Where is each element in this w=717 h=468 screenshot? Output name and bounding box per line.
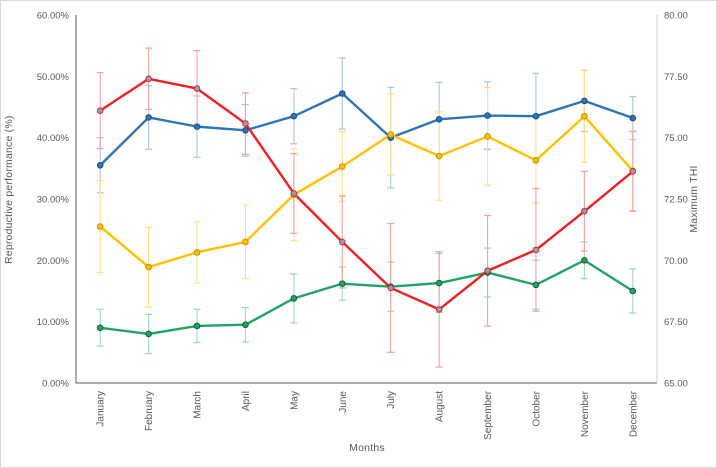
red-series-data-point: [290, 190, 298, 197]
green-series-data-point: [435, 279, 443, 287]
left-axis-tick-label: 0.00%: [42, 379, 69, 390]
yellow-series-data-point: [532, 157, 540, 164]
red-series-data-point: [435, 306, 443, 313]
x-axis-month-label: January: [96, 391, 107, 427]
red-series-line: [99, 77, 634, 311]
yellow-series-data-point: [338, 163, 346, 170]
x-axis-month-label: September: [483, 390, 494, 440]
right-axis-tick-label: 80.00: [664, 11, 688, 22]
yellow-series-data-point: [145, 263, 152, 271]
x-axis-month-label: August: [435, 391, 446, 422]
red-series-data-point: [532, 246, 540, 254]
yellow-series-data-point: [484, 133, 491, 140]
red-series-data-point: [484, 267, 491, 275]
blue-series-data-point: [581, 97, 588, 105]
right-axis-tick-label: 67.50: [664, 317, 688, 328]
red-series-data-point: [629, 168, 637, 175]
left-axis-tick-label: 60.00%: [37, 11, 70, 22]
blue-series-data-point: [338, 90, 346, 97]
blue-series-data-point: [145, 114, 152, 121]
red-series-data-point: [242, 120, 249, 127]
green-series-data-point: [629, 287, 637, 295]
right-axis-tick-label: 72.50: [664, 195, 688, 206]
red-series-data-point: [581, 207, 588, 215]
right-axis-tick-label: 77.50: [664, 72, 688, 83]
right-axis-tick-label: 65.00: [664, 379, 688, 390]
red-series-data-point: [387, 284, 395, 292]
blue-series-data-point: [532, 112, 540, 120]
x-axis-month-label: May: [289, 391, 300, 410]
yellow-series-data-point: [193, 249, 201, 256]
green-series-data-point: [145, 330, 152, 338]
yellow-series-data-point: [96, 223, 104, 230]
yellow-series-data-point: [435, 152, 443, 160]
blue-series-data-point: [96, 161, 104, 169]
x-axis-month-label: June: [338, 391, 349, 413]
blue-series-data-point: [290, 112, 298, 120]
blue-series-data-point: [484, 112, 491, 119]
green-series-data-point: [242, 321, 249, 329]
left-axis-tick-label: 20.00%: [37, 256, 70, 267]
green-series-data-point: [193, 322, 201, 330]
yellow-series-data-point: [581, 112, 588, 120]
left-y-axis-title: Reproductive performance (%): [3, 115, 15, 264]
blue-series-data-point: [193, 123, 201, 130]
yellow-series-data-point: [242, 238, 249, 246]
x-axis-month-label: March: [193, 391, 204, 419]
x-axis-month-label: December: [628, 390, 639, 437]
x-axis-month-label: October: [531, 390, 542, 426]
x-axis-title: Months: [349, 442, 385, 454]
left-axis-tick-label: 40.00%: [37, 133, 70, 144]
red-series-data-point: [193, 85, 201, 92]
right-axis-tick-label: 75.00: [664, 133, 688, 144]
green-series-data-point: [581, 257, 588, 264]
red-series-data-point: [338, 238, 346, 246]
blue-series-data-point: [435, 115, 443, 123]
left-axis-tick-label: 50.00%: [37, 72, 70, 83]
right-y-axis-title: Maximum THI: [688, 165, 700, 233]
green-series-data-point: [290, 295, 298, 302]
yellow-series-data-point: [387, 131, 395, 138]
blue-series-data-point: [629, 114, 637, 122]
left-axis-tick-label: 10.00%: [37, 317, 70, 328]
red-series-data-point: [145, 75, 152, 83]
green-series-line: [99, 259, 634, 336]
right-axis-tick-label: 70.00: [664, 256, 688, 267]
blue-series-data-point: [242, 127, 249, 134]
green-series-data-point: [96, 324, 104, 332]
yellow-series-line: [99, 114, 634, 269]
x-axis-month-label: April: [241, 391, 252, 411]
x-axis-month-label: July: [386, 391, 397, 409]
red-series-data-point: [96, 107, 104, 114]
left-axis-tick-label: 30.00%: [37, 195, 70, 206]
green-series-data-point: [532, 281, 540, 289]
green-series-data-point: [338, 280, 346, 287]
x-axis-month-label: November: [580, 390, 591, 437]
x-axis-month-label: February: [144, 391, 155, 431]
blue-series-line: [99, 92, 634, 167]
